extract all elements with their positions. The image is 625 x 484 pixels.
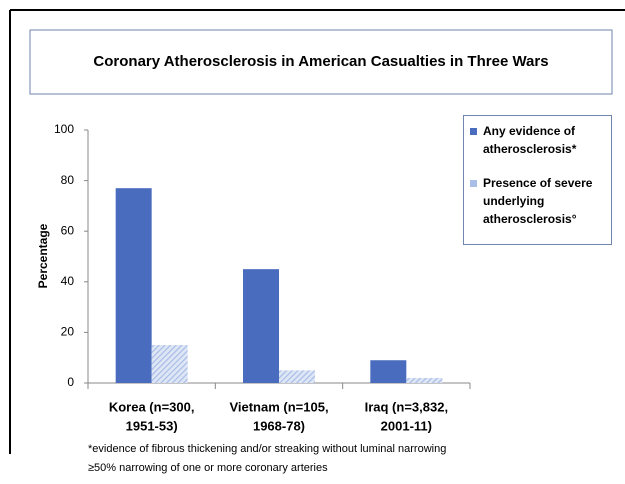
x-tick-label: 1951-53) [126, 418, 178, 433]
x-tick-label: Vietnam (n=105, [229, 399, 328, 414]
y-tick-label: 100 [54, 122, 74, 136]
chart-title: Coronary Atherosclerosis in American Cas… [93, 53, 548, 70]
y-tick-label: 0 [67, 375, 74, 389]
legend-swatch [470, 128, 477, 135]
x-tick-label: Iraq (n=3,832, [365, 399, 448, 414]
legend-swatch [470, 180, 477, 187]
bar [370, 360, 407, 383]
x-tick-label: Korea (n=300, [109, 399, 195, 414]
legend-item: Presence of severe underlying atheroscle… [470, 174, 605, 228]
x-tick-label: 2001-11) [381, 418, 432, 433]
legend-label: Any evidence of atherosclerosis* [483, 124, 577, 156]
legend: Any evidence of atherosclerosis* Presence… [463, 115, 612, 245]
bar [243, 269, 279, 383]
bar [115, 188, 152, 383]
title-box [29, 29, 613, 95]
y-tick-label: 40 [61, 274, 75, 288]
y-tick-label: 20 [61, 325, 75, 339]
y-tick-label: 80 [61, 173, 75, 187]
legend-item: Any evidence of atherosclerosis* [470, 122, 605, 158]
y-axis-label: Percentage [36, 223, 50, 288]
bar [406, 377, 443, 383]
footnote: ≥50% narrowing of one or more coronary a… [88, 462, 328, 474]
x-tick-label: 1968-78) [253, 418, 305, 433]
legend-label: Presence of severe underlying atheroscle… [483, 176, 593, 226]
footnote: *evidence of fibrous thickening and/or s… [88, 443, 446, 455]
y-tick-label: 60 [61, 223, 75, 237]
bar [279, 370, 315, 383]
bar [151, 345, 188, 383]
